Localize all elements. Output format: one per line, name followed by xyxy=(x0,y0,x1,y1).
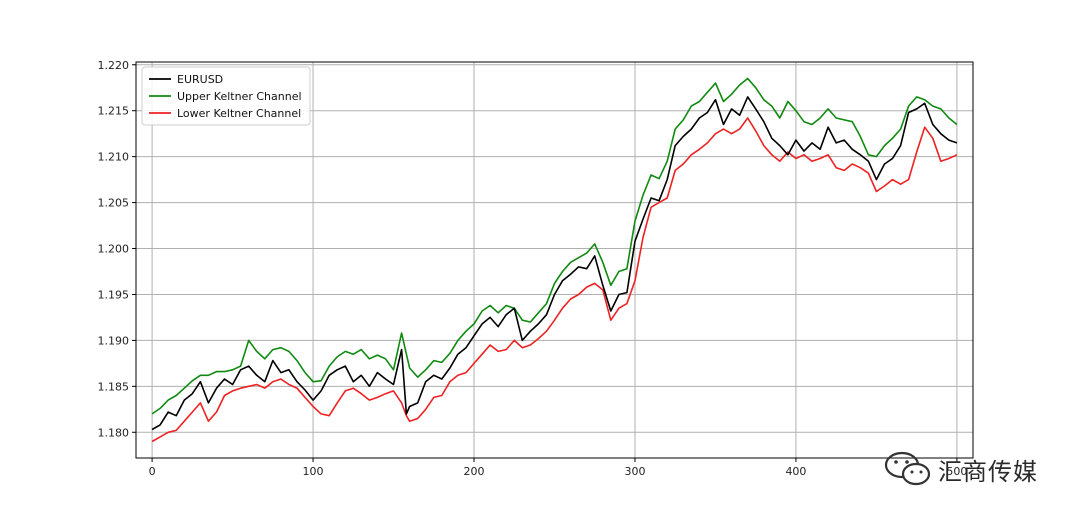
legend-label-lower-keltner-channel: Lower Keltner Channel xyxy=(177,107,301,120)
watermark: 汇商传媒 xyxy=(880,448,1060,488)
y-tick-label: 1.185 xyxy=(98,380,130,393)
y-tick-label: 1.205 xyxy=(98,197,130,210)
y-tick-label: 1.210 xyxy=(98,151,130,164)
legend-label-upper-keltner-channel: Upper Keltner Channel xyxy=(177,90,302,103)
legend-box xyxy=(141,66,311,126)
y-tick-label: 1.215 xyxy=(98,105,130,118)
legend-label-eurusd: EURUSD xyxy=(177,73,223,86)
y-tick-label: 1.220 xyxy=(98,59,130,72)
series-lines xyxy=(151,77,958,443)
y-tick-label: 1.200 xyxy=(98,243,130,256)
watermark-text: 汇商传媒 xyxy=(938,458,1038,486)
series-line-upper-keltner-channel xyxy=(151,77,958,415)
series-line-eurusd xyxy=(151,96,958,431)
legend: EURUSD Upper Keltner Channel Lower Keltner… xyxy=(141,66,311,126)
x-tick-label: 100 xyxy=(303,465,324,478)
x-tick-label: 0 xyxy=(149,465,156,478)
x-tick-label: 200 xyxy=(464,465,485,478)
x-tick-label: 500 xyxy=(946,465,967,478)
y-tick-label: 1.190 xyxy=(98,334,130,347)
y-axis: 1.180 1.185 1.190 1.195 1.200 1.205 1.210 1.215… xyxy=(98,59,136,439)
plot-frame xyxy=(135,61,974,459)
y-tick-label: 1.180 xyxy=(98,426,130,439)
x-tick-label: 300 xyxy=(624,465,645,478)
x-axis: 0 100 200 300 400 500 xyxy=(149,458,967,478)
wechat-icon xyxy=(884,451,931,486)
x-tick-label: 400 xyxy=(785,465,806,478)
y-tick-label: 1.195 xyxy=(98,288,130,301)
series-line-lower-keltner-channel xyxy=(151,117,958,443)
